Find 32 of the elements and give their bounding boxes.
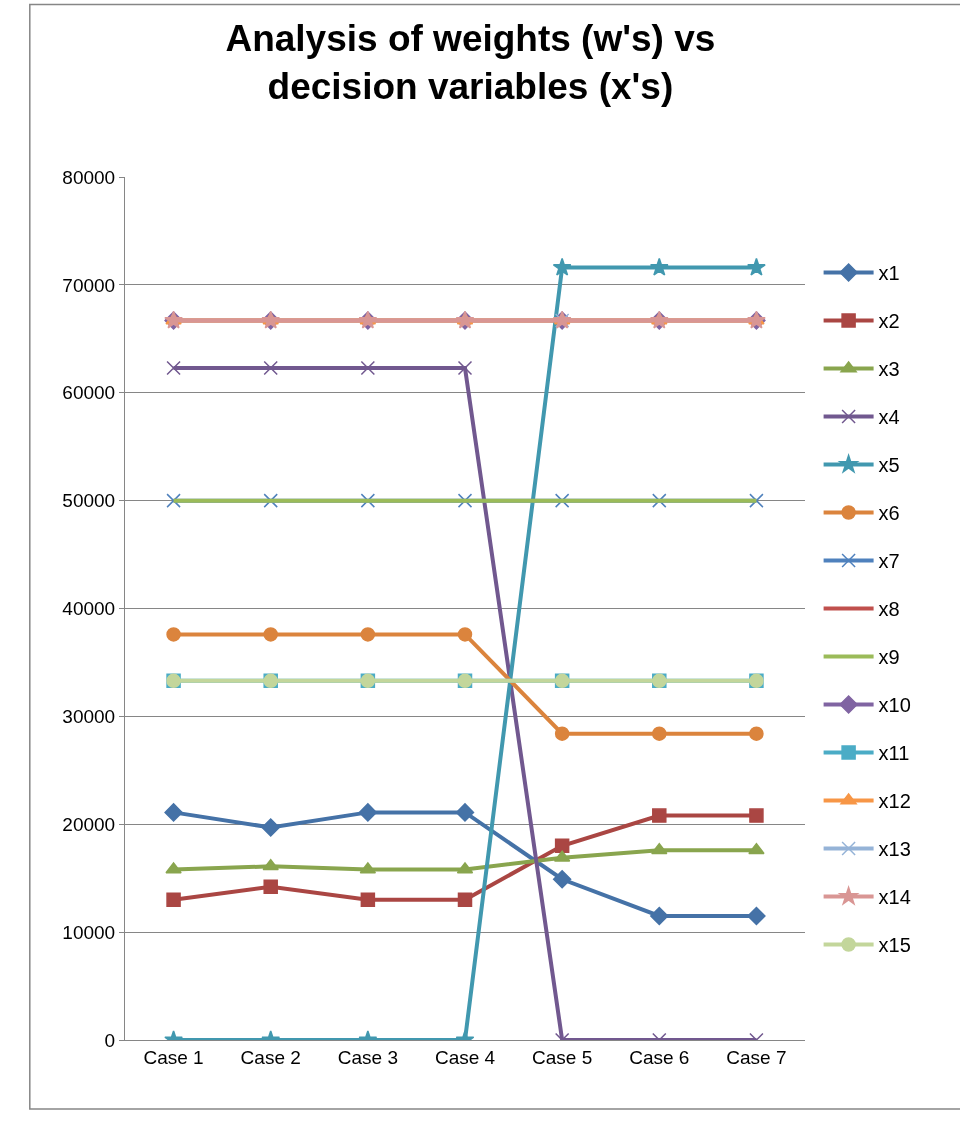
legend-label: x12: [878, 790, 911, 813]
legend-label: x2: [878, 310, 900, 333]
y-tick-label: 70000: [62, 274, 116, 296]
x-tick-label: Case 4: [434, 1046, 496, 1068]
x-tick-label: Case 3: [337, 1046, 398, 1068]
legend-label: x5: [878, 454, 900, 477]
y-tick-label: 0: [104, 1029, 116, 1051]
x-tick-label: Case 2: [240, 1046, 301, 1068]
y-tick-label: 20000: [62, 813, 116, 835]
legend-label: x15: [878, 934, 911, 957]
y-tick-label: 30000: [62, 706, 116, 728]
legend-label: x8: [878, 598, 900, 621]
legend-label: x7: [878, 550, 900, 573]
legend-label: x11: [878, 742, 910, 765]
legend-label: x13: [878, 838, 911, 861]
y-tick-label: 60000: [62, 382, 116, 404]
legend-label: x3: [878, 358, 900, 381]
y-tick-label: 10000: [62, 921, 116, 943]
x-tick-label: Case 5: [532, 1046, 593, 1068]
legend-label: x6: [878, 502, 900, 525]
x-tick-label: Case 1: [143, 1046, 204, 1068]
legend-label: x10: [878, 694, 911, 717]
chart-title: Analysis of weights (w's) vs decision variables (x's): [225, 17, 716, 107]
legend-label: x1: [878, 262, 900, 285]
legend-label: x9: [878, 646, 900, 669]
y-tick-label: 80000: [62, 166, 116, 188]
y-tick-label: 50000: [62, 490, 116, 512]
legend-label: x4: [878, 406, 900, 429]
x-tick-label: Case 6: [629, 1046, 690, 1068]
legend-label: x14: [878, 886, 911, 909]
x-tick-label: Case 7: [726, 1046, 787, 1068]
y-tick-label: 40000: [62, 598, 116, 620]
